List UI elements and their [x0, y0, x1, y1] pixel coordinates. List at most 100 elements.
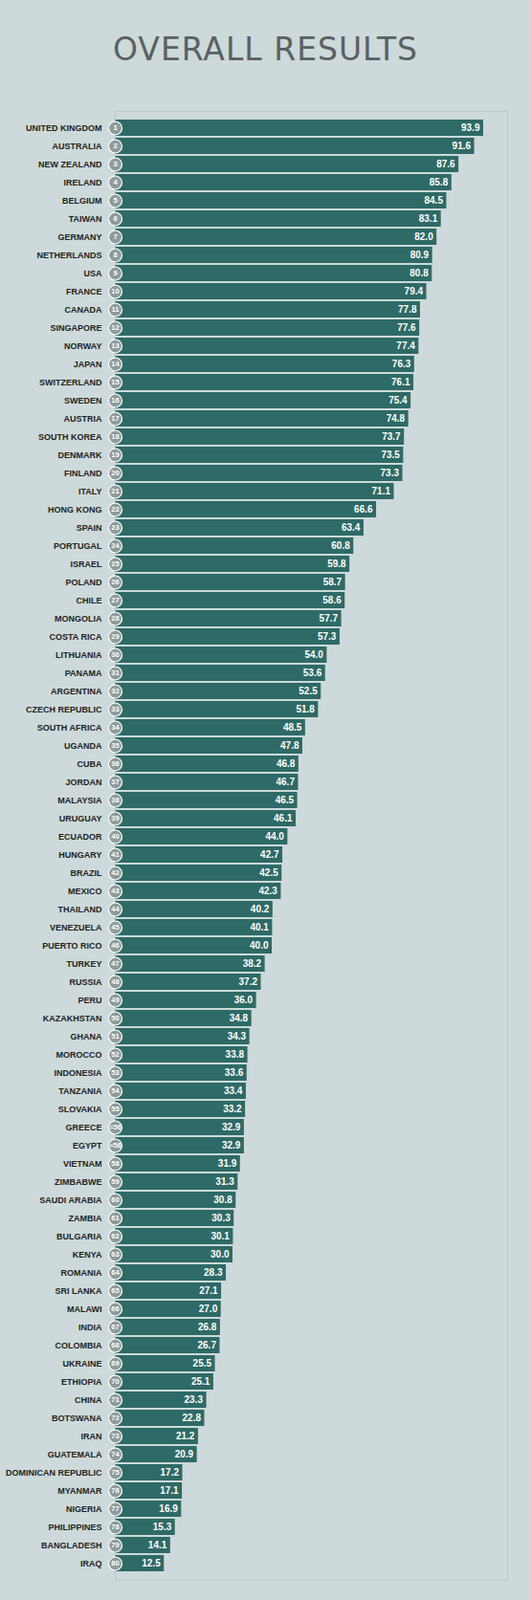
svg-text:22: 22: [110, 505, 119, 514]
svg-text:JAPAN: JAPAN: [73, 359, 103, 370]
svg-text:37.2: 37.2: [239, 976, 259, 988]
svg-text:17: 17: [110, 414, 119, 423]
svg-text:79: 79: [110, 1541, 119, 1550]
svg-text:69: 69: [110, 1359, 119, 1369]
svg-text:17.2: 17.2: [160, 1467, 180, 1479]
svg-text:COLOMBIA: COLOMBIA: [55, 1341, 103, 1351]
svg-text:5: 5: [112, 196, 117, 205]
svg-text:26.8: 26.8: [198, 1322, 218, 1333]
svg-text:30.3: 30.3: [211, 1213, 231, 1224]
svg-text:33.6: 33.6: [224, 1067, 244, 1079]
svg-text:NIGERIA: NIGERIA: [66, 1504, 103, 1515]
svg-text:74.8: 74.8: [386, 413, 406, 424]
svg-text:33.8: 33.8: [225, 1049, 245, 1061]
svg-text:60: 60: [110, 1195, 119, 1205]
svg-text:31.3: 31.3: [215, 1176, 235, 1188]
svg-text:50: 50: [110, 1014, 119, 1023]
svg-text:21: 21: [110, 486, 119, 496]
svg-text:27.1: 27.1: [199, 1285, 219, 1297]
svg-text:URUGUAY: URUGUAY: [59, 814, 103, 824]
svg-text:11: 11: [111, 305, 120, 314]
svg-text:85.8: 85.8: [429, 177, 449, 188]
svg-text:76.3: 76.3: [392, 358, 412, 370]
svg-text:ITALY: ITALY: [78, 486, 103, 497]
svg-text:CUBA: CUBA: [77, 759, 103, 770]
svg-text:TAIWAN: TAIWAN: [68, 214, 103, 224]
svg-text:4: 4: [112, 177, 118, 187]
svg-text:63.4: 63.4: [341, 522, 361, 533]
svg-text:73.5: 73.5: [380, 449, 400, 461]
svg-text:87.6: 87.6: [436, 158, 456, 170]
svg-text:32: 32: [110, 686, 119, 696]
svg-text:45: 45: [110, 923, 119, 932]
svg-text:10: 10: [110, 287, 119, 296]
svg-text:TANZANIA: TANZANIA: [58, 1086, 103, 1097]
svg-text:54.0: 54.0: [304, 649, 324, 661]
svg-text:46: 46: [110, 941, 119, 951]
svg-text:28: 28: [110, 614, 119, 623]
svg-text:2: 2: [112, 141, 117, 151]
svg-text:29: 29: [110, 632, 119, 642]
svg-text:INDIA: INDIA: [78, 1323, 103, 1333]
svg-text:23: 23: [110, 523, 119, 532]
svg-text:71: 71: [110, 1395, 119, 1405]
svg-text:76: 76: [110, 1486, 119, 1496]
svg-text:14.1: 14.1: [148, 1540, 168, 1551]
svg-text:ZAMBIA: ZAMBIA: [68, 1214, 103, 1224]
svg-text:20.9: 20.9: [175, 1449, 195, 1461]
svg-text:84.5: 84.5: [423, 195, 443, 206]
svg-text:20: 20: [110, 468, 119, 478]
svg-text:SWITZERLAND: SWITZERLAND: [39, 377, 103, 388]
svg-text:82.0: 82.0: [414, 231, 434, 243]
svg-text:44: 44: [110, 905, 120, 914]
svg-text:13: 13: [110, 341, 119, 351]
svg-text:74: 74: [110, 1450, 120, 1460]
svg-text:6: 6: [112, 214, 117, 223]
svg-text:42.7: 42.7: [260, 849, 280, 861]
svg-text:66.6: 66.6: [354, 504, 374, 515]
svg-text:ISRAEL: ISRAEL: [69, 559, 103, 570]
svg-text:71.1: 71.1: [372, 486, 392, 497]
svg-text:34.8: 34.8: [229, 1013, 249, 1024]
svg-text:73: 73: [110, 1432, 119, 1441]
svg-text:12.5: 12.5: [141, 1558, 161, 1570]
svg-text:27.0: 27.0: [199, 1304, 219, 1315]
svg-text:64: 64: [110, 1268, 120, 1278]
svg-text:46.1: 46.1: [273, 813, 293, 824]
svg-text:MONGOLIA: MONGOLIA: [54, 614, 103, 624]
svg-text:30.1: 30.1: [210, 1231, 230, 1242]
svg-text:77.8: 77.8: [398, 304, 418, 315]
svg-text:17.1: 17.1: [159, 1485, 179, 1497]
svg-text:44.0: 44.0: [265, 831, 285, 842]
svg-text:77.6: 77.6: [397, 322, 417, 333]
svg-text:66: 66: [110, 1305, 119, 1314]
svg-text:TURKEY: TURKEY: [66, 959, 102, 970]
svg-text:40: 40: [110, 832, 119, 841]
svg-text:42.3: 42.3: [258, 885, 278, 897]
svg-text:SINGAPORE: SINGAPORE: [49, 323, 102, 333]
svg-text:40.1: 40.1: [249, 922, 269, 933]
svg-text:SAUDI ARABIA: SAUDI ARABIA: [39, 1195, 103, 1206]
svg-text:62: 62: [110, 1232, 119, 1241]
svg-text:57.7: 57.7: [319, 613, 339, 624]
svg-text:52: 52: [110, 1050, 119, 1060]
svg-text:SRI LANKA: SRI LANKA: [55, 1286, 103, 1297]
svg-text:77.4: 77.4: [396, 340, 416, 352]
svg-text:33.2: 33.2: [222, 1104, 243, 1115]
svg-text:KENYA: KENYA: [72, 1250, 103, 1261]
svg-text:BANGLADESH: BANGLADESH: [41, 1541, 103, 1551]
svg-text:THAILAND: THAILAND: [58, 905, 103, 915]
svg-text:GUATEMALA: GUATEMALA: [47, 1450, 103, 1461]
svg-text:93.9: 93.9: [461, 122, 481, 133]
svg-text:30.8: 30.8: [213, 1194, 233, 1206]
svg-text:52.5: 52.5: [298, 685, 318, 697]
svg-text:78: 78: [110, 1523, 119, 1532]
svg-text:CHILE: CHILE: [76, 596, 103, 606]
svg-text:MALAYSIA: MALAYSIA: [57, 796, 103, 806]
svg-text:40.2: 40.2: [250, 904, 270, 915]
svg-text:59.8: 59.8: [327, 558, 347, 570]
svg-text:72: 72: [110, 1414, 119, 1423]
svg-text:25.5: 25.5: [193, 1358, 213, 1370]
svg-text:8: 8: [112, 250, 117, 260]
svg-text:32.9: 32.9: [221, 1122, 242, 1133]
